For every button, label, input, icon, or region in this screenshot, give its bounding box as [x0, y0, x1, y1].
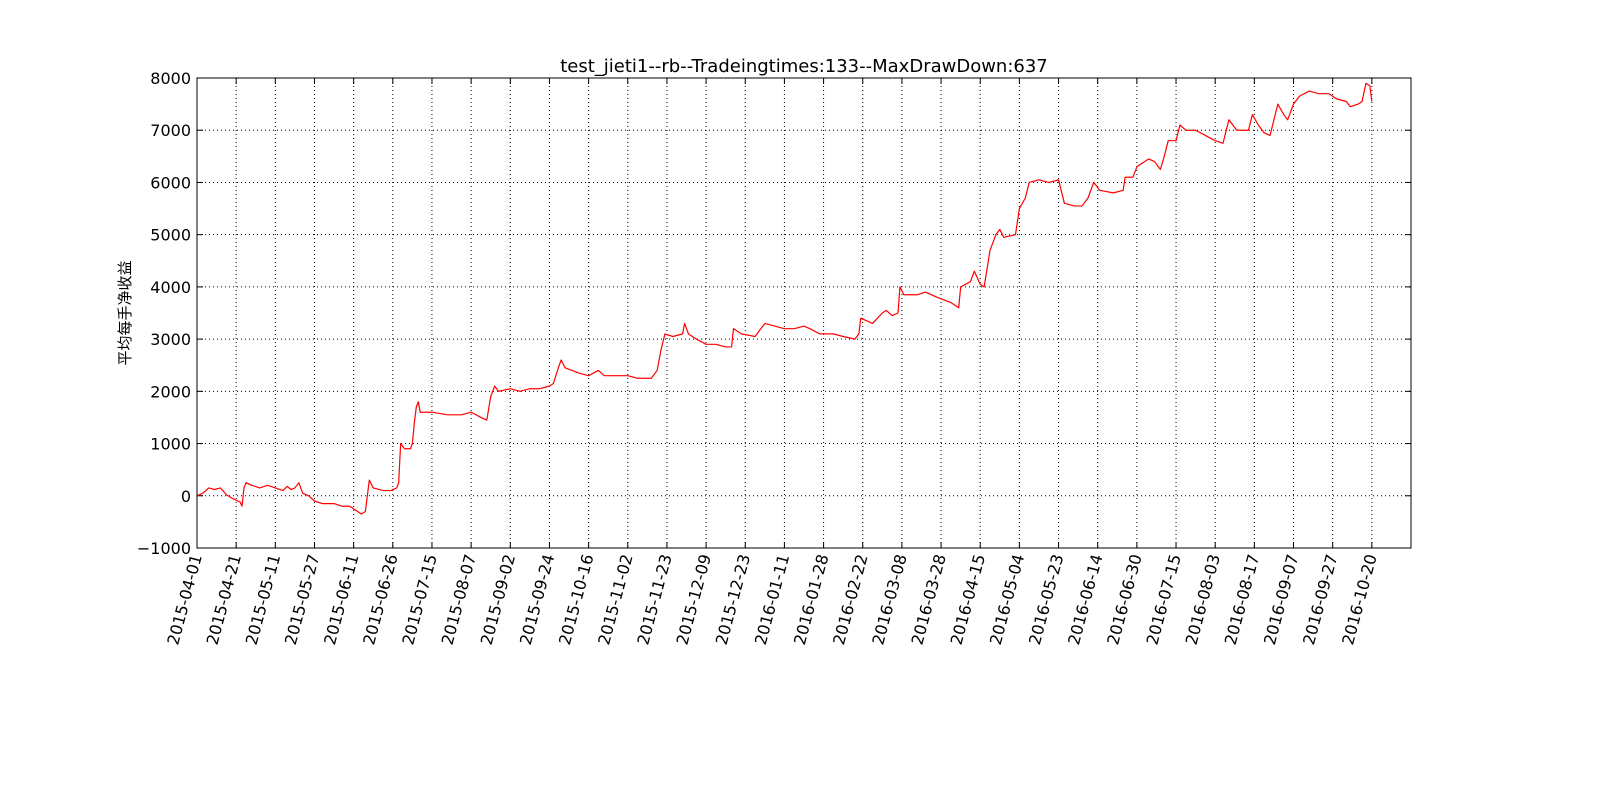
y-tick-label: 7000 [150, 121, 191, 140]
y-tick-label: 6000 [150, 173, 191, 192]
plot-frame [196, 77, 1412, 549]
y-tick-label: 0 [181, 487, 191, 506]
y-axis-label: 平均每手净收益 [116, 260, 134, 365]
chart-title: test_jieti1--rb--Tradeingtimes:133--MaxD… [560, 56, 1048, 77]
y-tick-label: 8000 [150, 69, 191, 88]
y-tick-label: 3000 [150, 330, 191, 349]
y-tick-label: 2000 [150, 382, 191, 401]
y-tick-label: 1000 [150, 435, 191, 454]
data-line [196, 82, 1373, 515]
y-tick-label: 4000 [150, 278, 191, 297]
y-tick-label: 5000 [150, 226, 191, 245]
y-tick-label: −1000 [137, 539, 191, 558]
